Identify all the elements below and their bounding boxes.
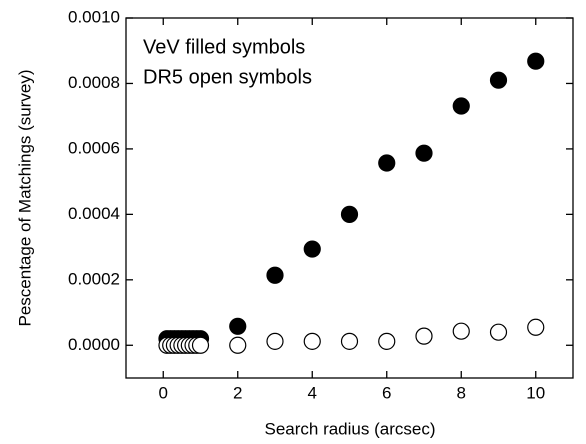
legend-label: DR5 open symbols — [143, 66, 312, 88]
y-tick-label: 0.0010 — [68, 7, 120, 26]
y-tick-label: 0.0004 — [68, 204, 120, 223]
point — [229, 317, 247, 335]
point — [266, 266, 284, 284]
point — [452, 322, 470, 340]
y-axis-label: Pescentage of Matchings (survey) — [15, 69, 34, 326]
point — [378, 332, 396, 350]
point — [340, 332, 359, 350]
x-tick-label: 6 — [382, 383, 391, 402]
legend-label: VeV filled symbols — [143, 36, 305, 58]
point — [378, 154, 396, 172]
y-tick-label: 0.0008 — [68, 73, 120, 92]
point — [527, 318, 545, 336]
point — [415, 327, 433, 345]
x-tick-label: 8 — [457, 383, 466, 402]
x-tick-label: 4 — [308, 383, 317, 402]
point — [415, 144, 433, 162]
x-tick-label: 0 — [159, 383, 168, 402]
x-axis-label: Search radius (arcsec) — [264, 419, 435, 438]
point — [191, 336, 210, 354]
point — [229, 336, 247, 354]
point — [527, 52, 545, 70]
point — [489, 323, 508, 341]
point — [303, 332, 321, 350]
x-tick-label: 2 — [233, 383, 242, 402]
point — [489, 71, 508, 89]
y-tick-label: 0.0002 — [68, 269, 120, 288]
point — [303, 240, 321, 258]
point — [266, 332, 284, 350]
y-tick-label: 0.0006 — [68, 138, 120, 157]
plot-frame — [125, 17, 574, 379]
point — [452, 97, 470, 115]
x-tick-label: 10 — [526, 383, 545, 402]
y-tick-label: 0.0000 — [68, 335, 120, 354]
point — [340, 205, 359, 223]
